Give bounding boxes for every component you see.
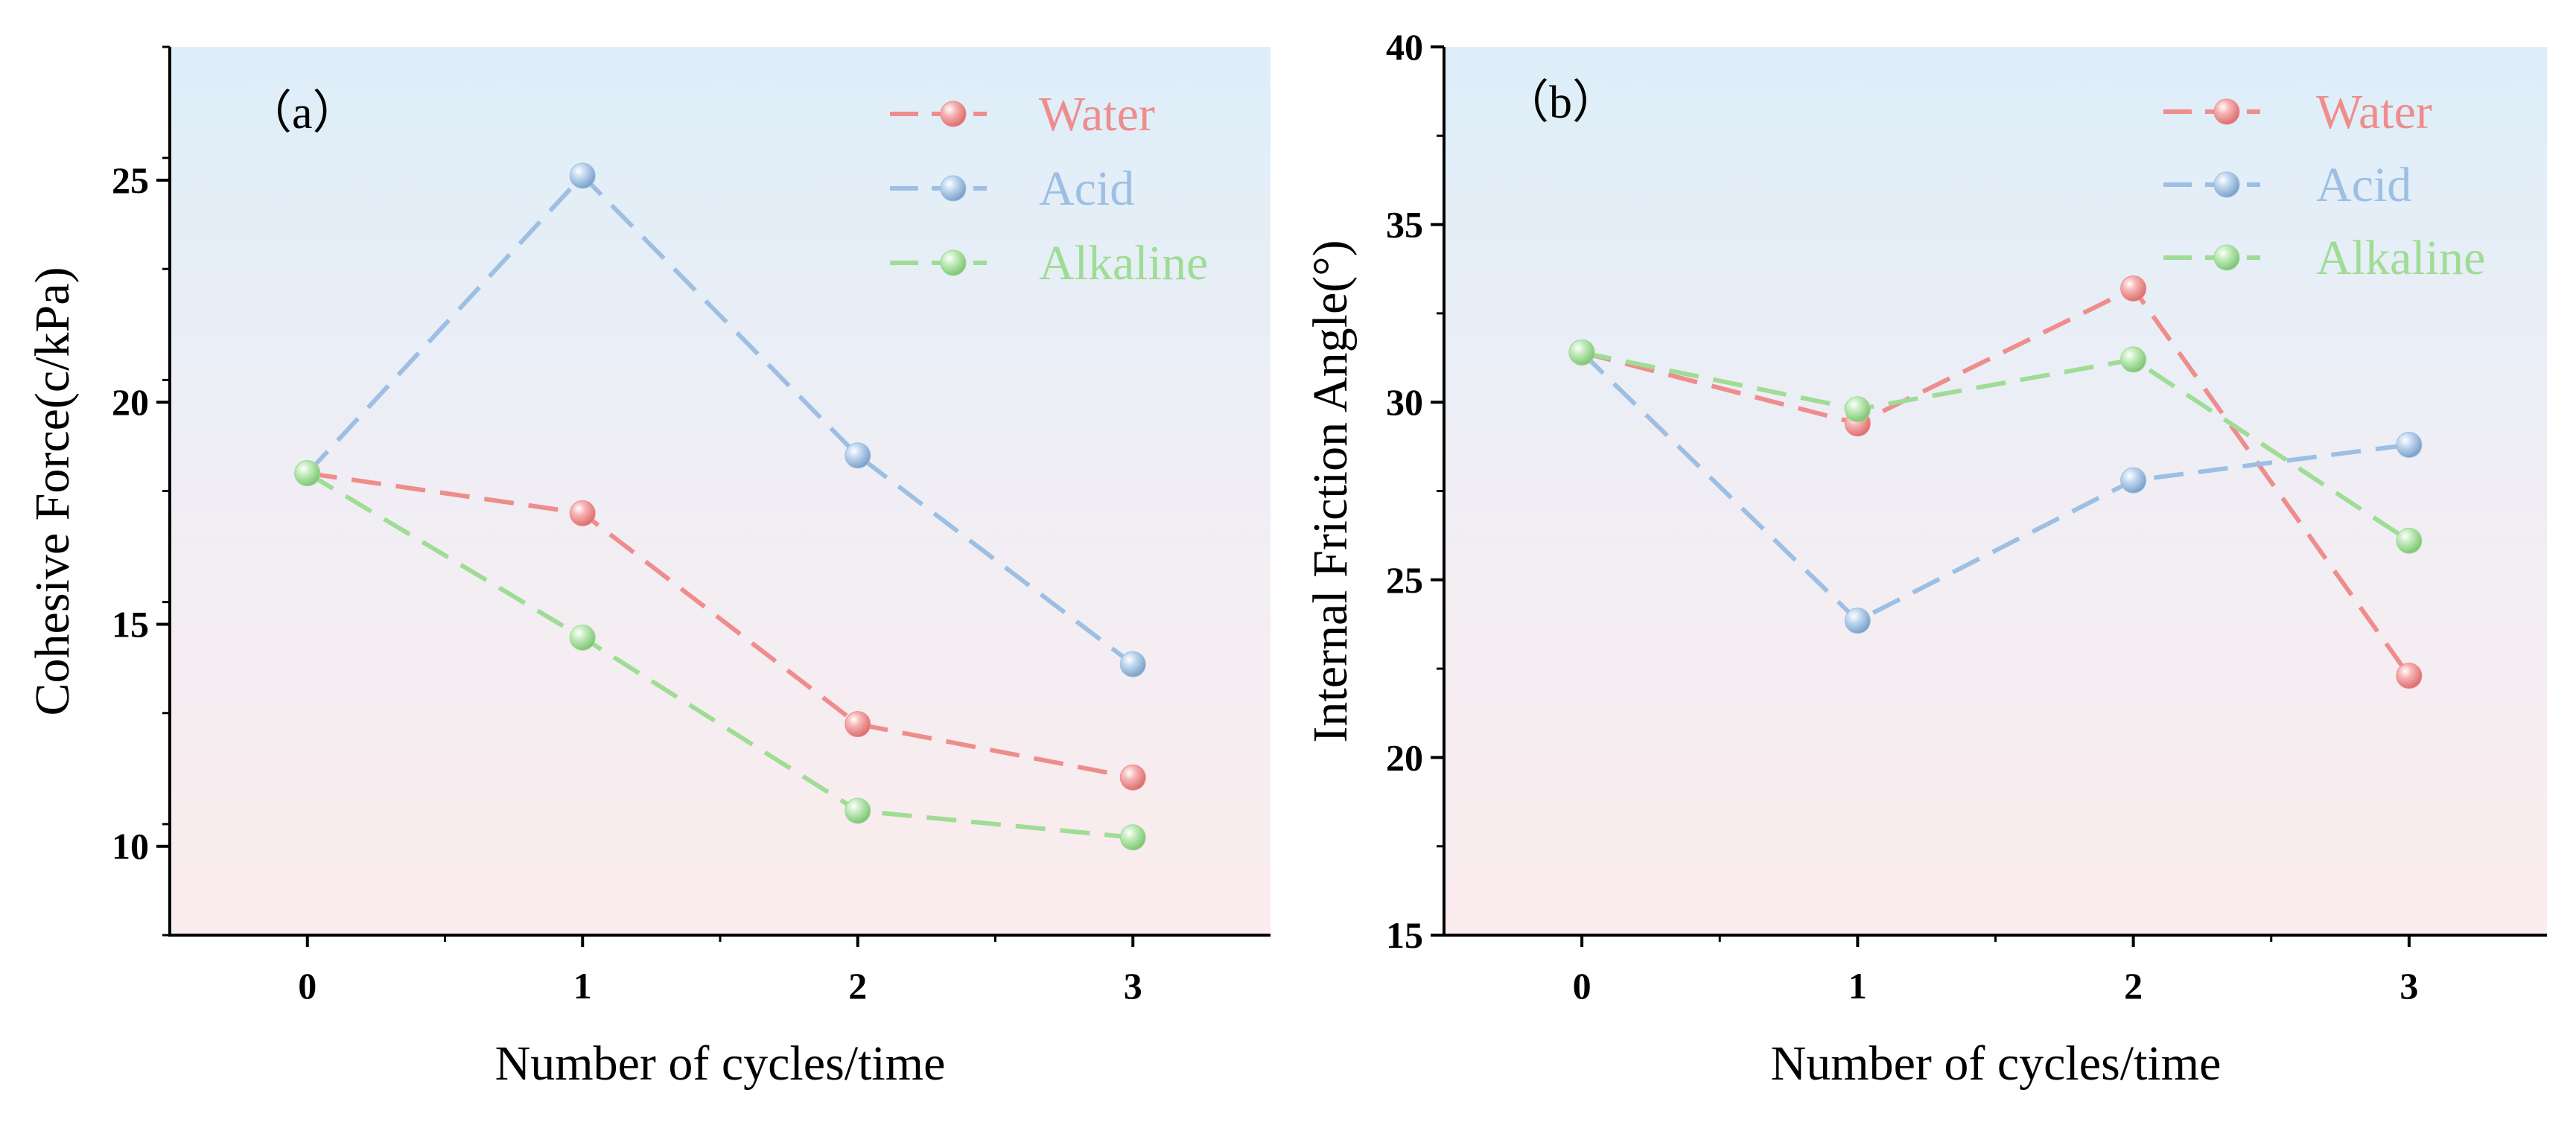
panel-a-point-alkaline-2	[845, 797, 871, 824]
panel-b-legend-label-acid: Acid	[2316, 158, 2411, 212]
panel-a-point-alkaline-0	[294, 460, 321, 487]
panel-b-point-alkaline-3	[2396, 527, 2423, 554]
panel-b-y-tick-label-20: 20	[1386, 736, 1423, 778]
panel-b-y-tick-label-30: 30	[1386, 381, 1423, 423]
panel-b-y-tick-label-35: 35	[1386, 204, 1423, 246]
panel-b-x-tick-label-1: 1	[1848, 965, 1867, 1007]
panel-a-y-tick-label-15: 15	[112, 603, 149, 645]
panel-b-x-tick-label-2: 2	[2124, 965, 2143, 1007]
panel-b-legend-marker-water	[2213, 98, 2240, 125]
panel-b-point-acid-1	[1844, 608, 1871, 634]
panel-a-y-tick-label-25: 25	[112, 159, 149, 201]
panel-b-point-alkaline-2	[2120, 346, 2147, 373]
panel-b-point-alkaline-1	[1844, 396, 1871, 423]
panel-b-series	[1568, 275, 2423, 689]
panel-a-point-water-2	[845, 711, 871, 738]
panel-b-x-tick-label-0: 0	[1573, 965, 1591, 1007]
panel-b-point-alkaline-0	[1568, 339, 1595, 366]
panel-b-point-water-3	[2396, 663, 2423, 689]
panel-a-x-tick-label-3: 3	[1124, 965, 1142, 1007]
panel-a-plot-background	[170, 47, 1270, 935]
panel-b-axes: 0 1 2 3 15 20 25 30 35 40	[1386, 26, 2547, 1007]
panel-a-point-alkaline-3	[1119, 824, 1146, 851]
panel-a-legend-label-alkaline: Alkaline	[1039, 236, 1208, 290]
panel-b-legend-marker-acid	[2213, 171, 2240, 198]
panel-b-legend-marker-alkaline	[2213, 244, 2240, 271]
panel-b-point-acid-2	[2120, 467, 2147, 494]
panel-a-axes: 0 1 2 3 10 15 20 25	[112, 45, 1270, 1007]
panel-b-series-line-water	[1581, 285, 2411, 678]
panel-b-series-line-acid	[1580, 351, 2410, 624]
panel-a-point-acid-3	[1119, 651, 1146, 678]
panel-a-point-alkaline-1	[569, 624, 596, 651]
panel-a-legend-marker-acid	[940, 175, 967, 202]
panel-a-cohesive-force: 0 1 2 3 10 15 20 25 Water Acid Alkaline （a） Numbe…	[25, 45, 1270, 1091]
panel-a-label: （a）	[246, 88, 359, 138]
panel-a-y-tick-label-10: 10	[112, 826, 149, 867]
panel-a-x-tick-label-0: 0	[298, 965, 317, 1007]
panel-a-legend: Water Acid Alkaline	[890, 87, 1208, 290]
panel-b-point-water-2	[2120, 275, 2147, 302]
panel-b-plot-background	[1444, 47, 2547, 935]
panel-b-internal-friction-angle: 0 1 2 3 15 20 25 30 35 40 Water Acid Alkaline （b） N…	[1303, 26, 2547, 1091]
panel-b-x-tick-label-3: 3	[2400, 965, 2418, 1007]
panel-a-y-axis-label: Cohesive Force(c/kPa)	[25, 267, 80, 716]
panel-a-point-water-1	[569, 500, 596, 526]
panel-a-series-line-acid	[305, 172, 1135, 666]
panel-a-legend-marker-water	[940, 101, 967, 127]
panel-b-y-tick-label-25: 25	[1386, 559, 1423, 601]
panel-b-y-tick-label-15: 15	[1386, 914, 1423, 956]
panel-a-x-tick-label-2: 2	[848, 965, 867, 1007]
panel-a-point-acid-1	[569, 162, 596, 189]
panel-b-legend-label-water: Water	[2316, 85, 2432, 139]
panel-b-point-acid-3	[2396, 431, 2423, 458]
panel-a-legend-label-water: Water	[1039, 87, 1155, 141]
panel-a-x-axis-label: Number of cycles/time	[495, 1036, 946, 1091]
panel-b-y-tick-label-40: 40	[1386, 26, 1423, 68]
panel-a-point-acid-2	[845, 442, 871, 469]
panel-a-legend-marker-alkaline	[940, 249, 967, 276]
panel-a-series-line-water	[307, 471, 1133, 780]
panel-a-series-line-alkaline	[306, 471, 1133, 840]
panel-b-label: （b）	[1503, 77, 1618, 128]
panel-b-x-axis-label: Number of cycles/time	[1771, 1036, 2222, 1091]
panel-b-y-axis-label: Internal Friction Angle(°)	[1303, 240, 1358, 742]
panel-b-series-line-alkaline	[1581, 350, 2411, 543]
panel-b-legend: Water Acid Alkaline	[2163, 85, 2485, 285]
panel-b-legend-label-alkaline: Alkaline	[2316, 231, 2485, 285]
panel-a-y-tick-label-20: 20	[112, 381, 149, 423]
panel-a-point-water-3	[1119, 764, 1146, 791]
panel-a-series	[294, 162, 1146, 851]
panel-a-x-tick-label-1: 1	[573, 965, 592, 1007]
panel-a-legend-label-acid: Acid	[1039, 162, 1134, 216]
